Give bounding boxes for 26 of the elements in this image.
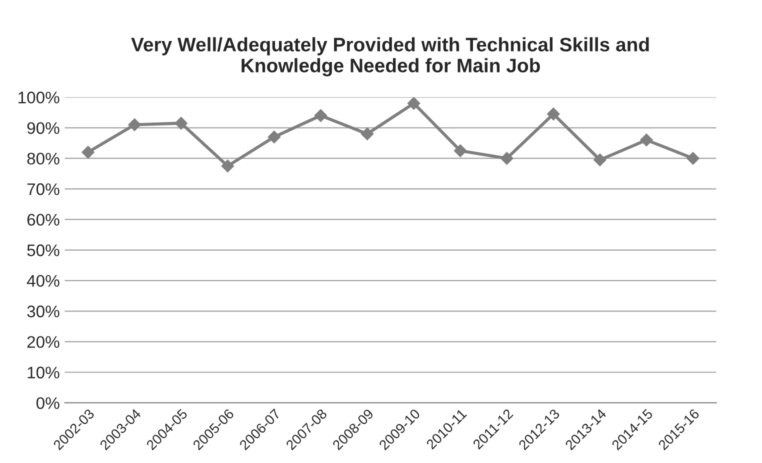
point bbox=[686, 152, 700, 165]
point bbox=[314, 109, 328, 122]
y-tick-label: 90% bbox=[27, 122, 60, 134]
y-tick-label: 40% bbox=[26, 274, 60, 287]
chart-title: Very Well/Adequately Provided with Technical Skills and Knowledge Needed for Main Job bbox=[131, 37, 649, 76]
point bbox=[174, 116, 188, 130]
point bbox=[407, 97, 420, 110]
y-tick-label: 50% bbox=[27, 244, 60, 256]
point bbox=[454, 144, 467, 158]
point bbox=[82, 146, 94, 159]
point bbox=[500, 152, 514, 165]
y-tick-label: 80% bbox=[27, 152, 60, 165]
y-tick-label: 20% bbox=[27, 336, 60, 348]
y-tick-label: 0% bbox=[36, 397, 60, 410]
y-tick-label: 60% bbox=[27, 214, 60, 226]
y-tick-label: 30% bbox=[27, 306, 60, 318]
y-tick-label: 10% bbox=[28, 366, 60, 378]
y-tick-label: 70% bbox=[27, 183, 60, 196]
point bbox=[268, 130, 281, 144]
point bbox=[128, 118, 141, 132]
point bbox=[221, 160, 234, 172]
point bbox=[640, 134, 653, 146]
y-tick-label: 100% bbox=[18, 92, 60, 104]
point bbox=[594, 153, 606, 166]
point bbox=[360, 127, 374, 140]
point bbox=[546, 108, 560, 120]
